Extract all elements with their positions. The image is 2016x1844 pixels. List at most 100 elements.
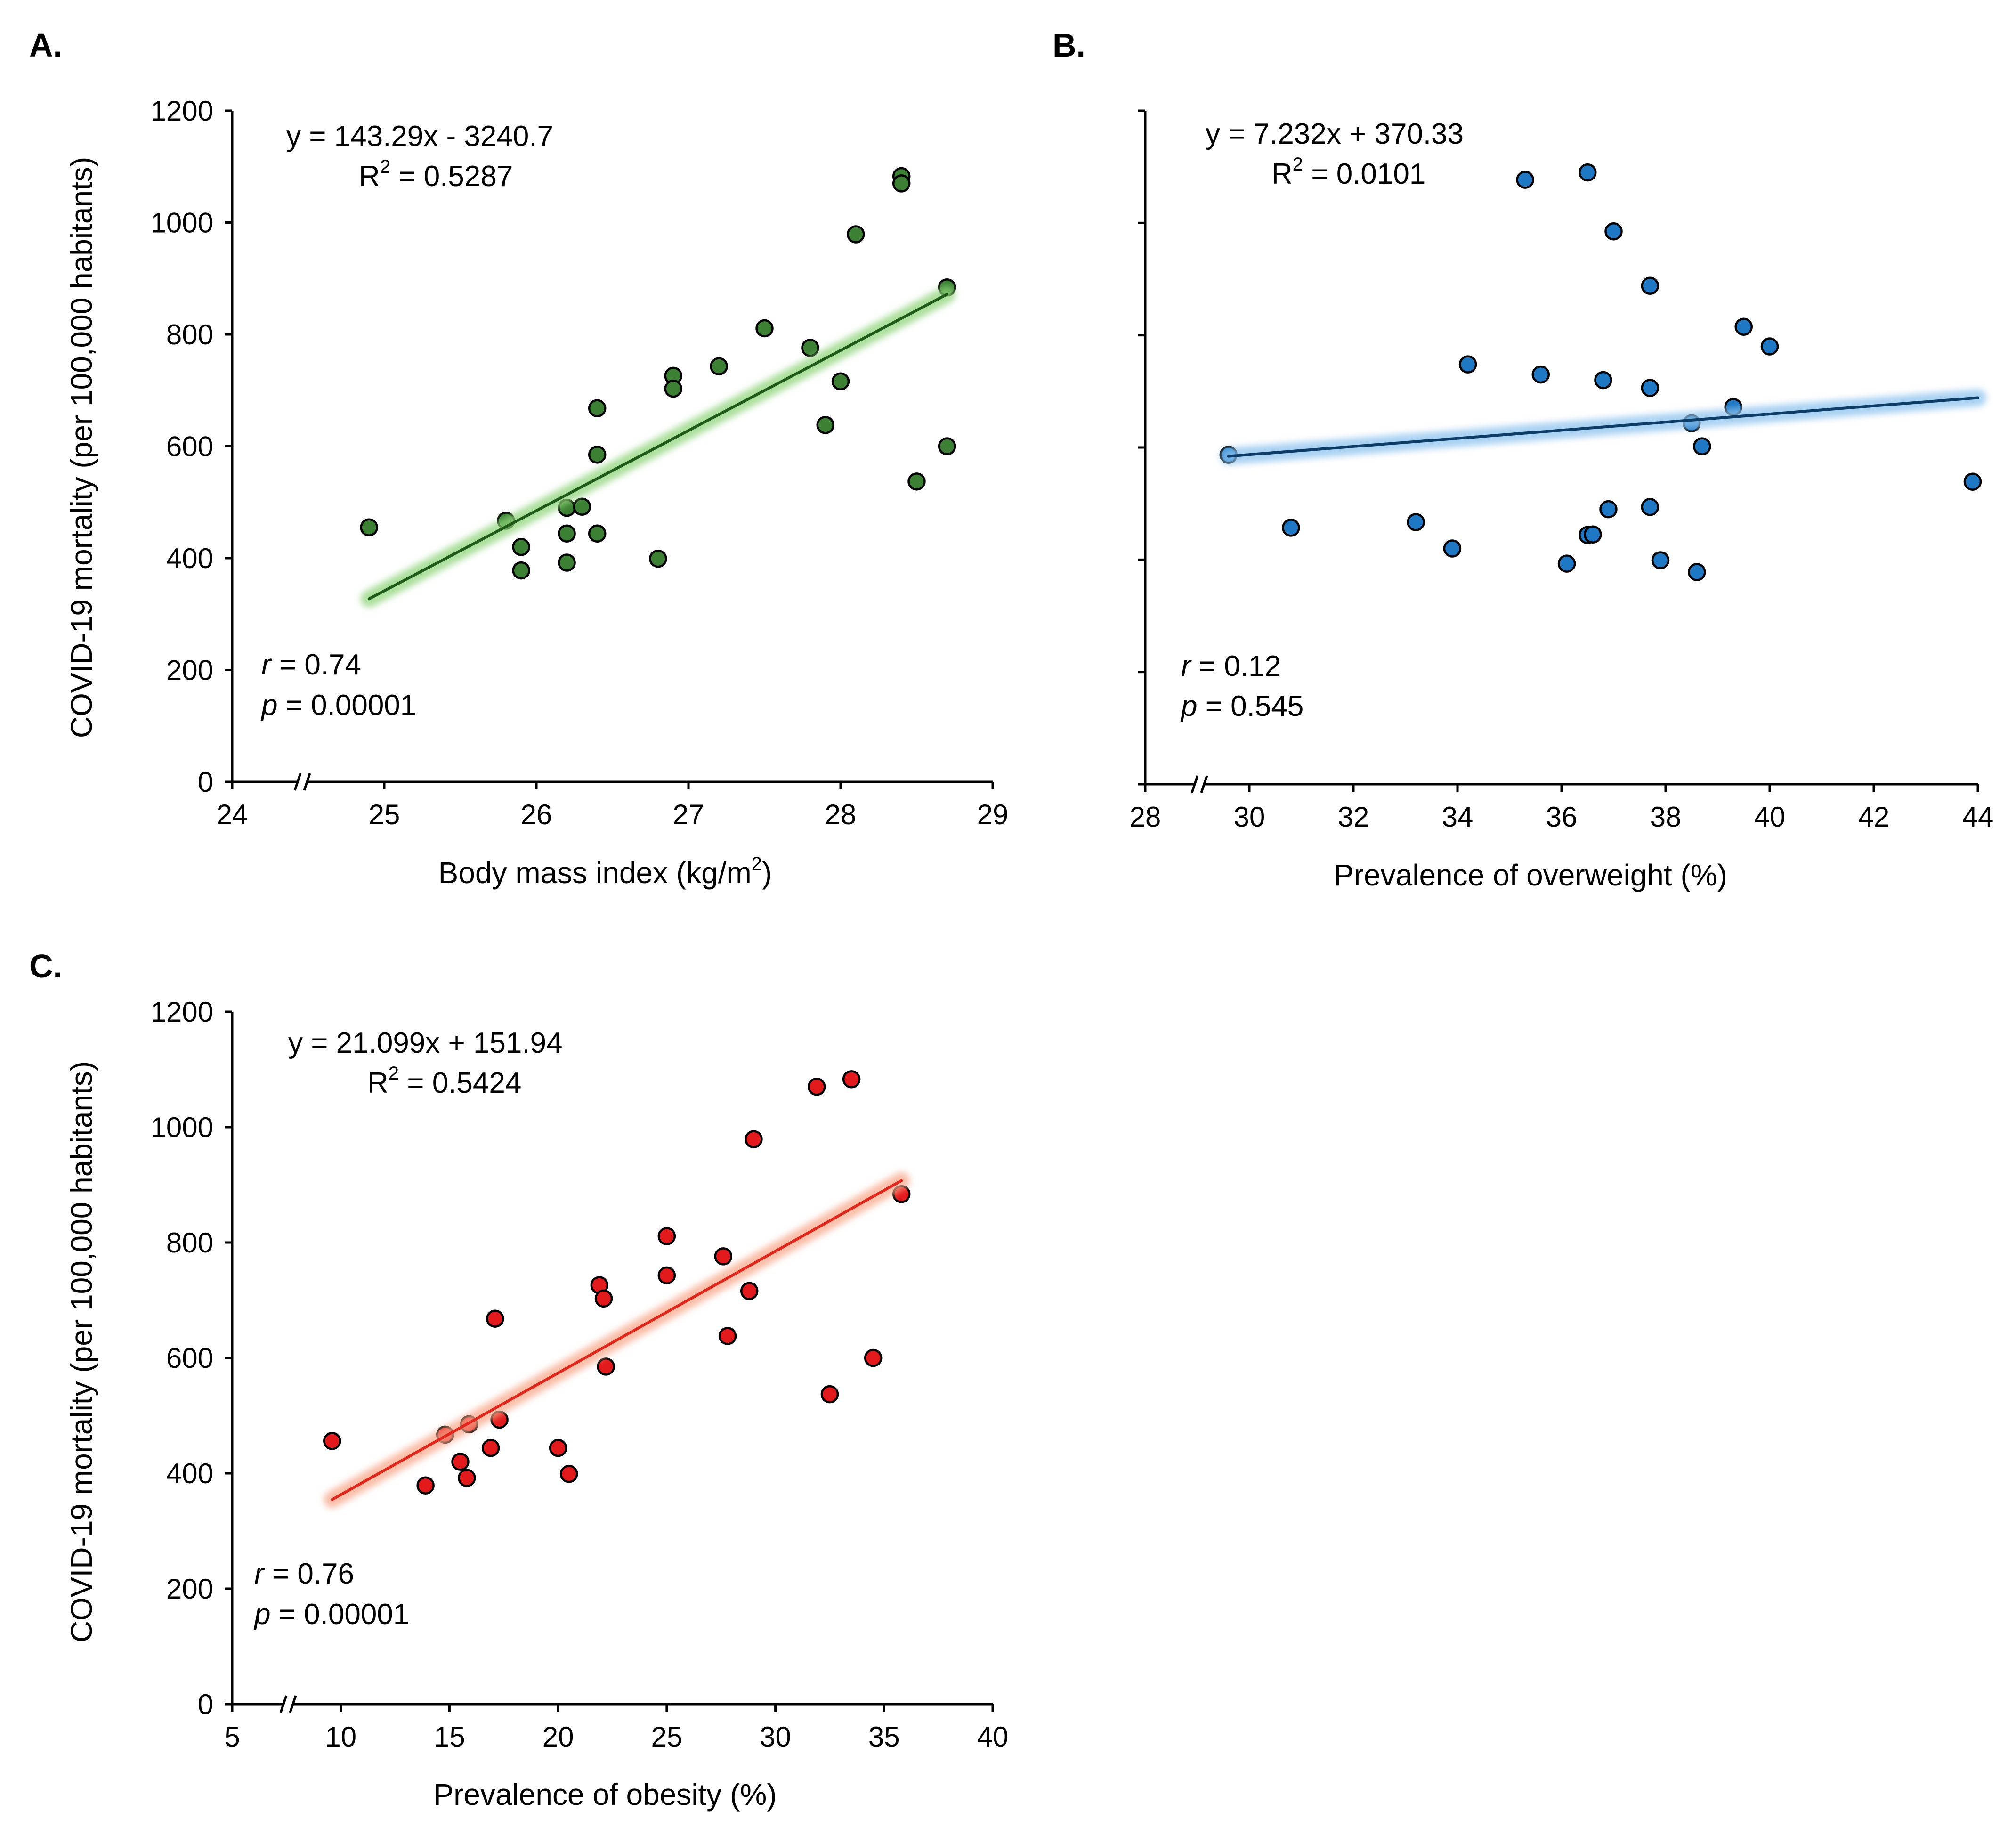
data-point-b	[1282, 519, 1300, 537]
equation-a: y = 143.29x - 3240.7	[286, 120, 553, 153]
data-point-c	[657, 1266, 676, 1285]
x-tick-label-a: 28	[825, 799, 857, 830]
axis-break-a	[293, 773, 311, 791]
panel-label-a: A.	[29, 27, 62, 64]
data-point-a	[588, 524, 607, 543]
data-point-c	[597, 1357, 615, 1376]
x-tick-label-b: 36	[1546, 801, 1578, 833]
data-point-b	[1641, 498, 1660, 516]
data-point-b	[1688, 563, 1706, 581]
y-axis-title-c: COVID-19 mortality (per 100,000 habitant…	[65, 1061, 98, 1642]
data-point-b	[1760, 337, 1779, 356]
x-tick-label-a: 24	[217, 799, 248, 830]
data-point-a	[512, 538, 530, 556]
y-tick-label-c: 600	[166, 1342, 213, 1374]
data-point-a	[938, 437, 956, 455]
x-tick-label-b: 38	[1650, 801, 1682, 833]
x-tick-label-c: 20	[542, 1721, 574, 1753]
p-value-a: p = 0.00001	[260, 689, 416, 722]
r-value-c: r = 0.76	[254, 1558, 354, 1590]
y-tick-label-a: 1000	[151, 207, 213, 239]
x-tick-label-b: 42	[1858, 801, 1890, 833]
y-tick-label-a: 800	[166, 319, 213, 350]
y-tick-label-a: 200	[166, 655, 213, 686]
data-point-c	[458, 1469, 476, 1487]
data-point-a	[816, 416, 834, 434]
data-point-a	[831, 372, 850, 390]
x-tick-label-b: 34	[1442, 801, 1474, 833]
x-tick-label-c: 5	[224, 1721, 240, 1753]
panel-label-c: C.	[29, 948, 62, 984]
axis-break-c	[279, 1695, 297, 1713]
data-point-c	[486, 1309, 504, 1328]
y-tick-label-c: 200	[166, 1573, 213, 1605]
data-point-a	[588, 399, 607, 417]
data-point-c	[657, 1227, 676, 1245]
panel-a: A. COVID-19 mortality (per 100,000 habit…	[29, 27, 1008, 890]
y-tick-label-c: 800	[166, 1227, 213, 1259]
r-squared-c: R2 = 0.5424	[367, 1063, 521, 1099]
equation-c: y = 21.099x + 151.94	[288, 1027, 563, 1059]
data-point-b	[1531, 365, 1550, 384]
x-tick-label-b: 30	[1234, 801, 1265, 833]
panel-label-b: B.	[1053, 27, 1085, 64]
data-point-b	[1443, 539, 1462, 558]
x-tick-label-c: 40	[977, 1721, 1009, 1753]
data-point-b	[1579, 163, 1597, 182]
x-tick-label-c: 10	[325, 1721, 356, 1753]
equation-b: y = 7.232x + 370.33	[1206, 118, 1464, 150]
x-tick-label-b: 28	[1130, 801, 1161, 833]
data-point-c	[718, 1327, 737, 1345]
y-tick-label-a: 0	[198, 766, 213, 798]
y-tick-label-a: 400	[166, 543, 213, 574]
r-value-b: r = 0.12	[1181, 650, 1281, 682]
trendline-c	[331, 1179, 903, 1501]
data-point-c	[842, 1070, 861, 1089]
trendline-a	[367, 292, 949, 601]
data-point-b	[1651, 551, 1670, 569]
r-squared-a: R2 = 0.5287	[359, 156, 513, 193]
data-point-b	[1458, 355, 1477, 374]
data-point-a	[664, 379, 682, 398]
y-tick-label-c: 0	[198, 1689, 213, 1720]
x-tick-label-c: 25	[651, 1721, 682, 1753]
trendline-b	[1227, 396, 1979, 458]
data-point-a	[847, 225, 865, 244]
data-point-c	[807, 1078, 826, 1096]
data-point-c	[323, 1432, 341, 1450]
data-point-a	[801, 339, 819, 357]
x-tick-label-a: 25	[369, 799, 400, 830]
axis-break-b	[1190, 775, 1208, 793]
x-tick-label-c: 15	[434, 1721, 465, 1753]
data-point-b	[1557, 554, 1576, 573]
data-point-b	[1641, 276, 1660, 295]
data-point-b	[1516, 171, 1534, 189]
data-point-a	[588, 446, 607, 464]
data-point-b	[1604, 222, 1623, 241]
data-point-a	[360, 518, 378, 536]
data-point-c	[594, 1289, 613, 1308]
x-axis-title-c: Prevalence of obesity (%)	[433, 1778, 777, 1812]
x-tick-label-a: 29	[977, 799, 1009, 830]
data-point-b	[1734, 317, 1753, 336]
data-point-c	[559, 1464, 578, 1483]
data-point-a	[907, 472, 926, 491]
data-point-c	[549, 1438, 567, 1457]
data-point-a	[512, 561, 530, 580]
x-tick-label-a: 27	[673, 799, 704, 830]
r-squared-b: R2 = 0.0101	[1271, 154, 1425, 190]
data-point-c	[820, 1385, 839, 1404]
data-point-b	[1599, 500, 1618, 519]
y-tick-label-a: 600	[166, 431, 213, 463]
data-point-b	[1584, 525, 1602, 544]
y-tick-label-c: 400	[166, 1458, 213, 1489]
x-tick-label-a: 26	[521, 799, 552, 830]
p-value-c: p = 0.00001	[253, 1598, 409, 1631]
panel-c: C. COVID-19 mortality (per 100,000 habit…	[29, 948, 1008, 1812]
data-point-a	[558, 524, 576, 543]
x-tick-label-c: 30	[760, 1721, 791, 1753]
data-point-c	[451, 1453, 470, 1471]
panel-b: B. Prevalence of overweight (%) y = 7.23…	[1053, 27, 1993, 892]
data-point-c	[481, 1438, 500, 1457]
